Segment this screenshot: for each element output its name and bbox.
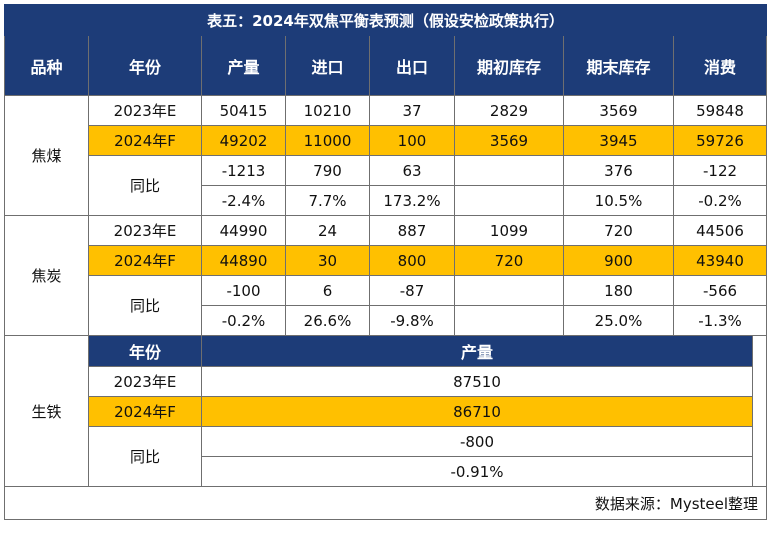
- end-stock-cell: 25.0%: [563, 305, 674, 336]
- table-row-yoy-abs: 同比 -1213 790 63 376 -122: [5, 155, 768, 216]
- output-cell: 87510: [201, 366, 753, 397]
- year-cell: 2023年E: [88, 215, 202, 246]
- end-stock-cell: 720: [563, 215, 674, 246]
- pig-iron-header-output: 产量: [201, 335, 753, 367]
- table-row: 焦炭 2023年E 44990 24 887 1099 720 44506: [4, 215, 768, 336]
- header-begin-stock: 期初库存: [454, 35, 564, 96]
- table-row-yoy-abs: 同比 -800: [5, 426, 767, 487]
- output-cell: 44890: [201, 245, 286, 276]
- table-row: 2023年E 87510: [5, 366, 767, 397]
- blank-cell: [751, 335, 768, 487]
- output-cell: -1213: [201, 155, 286, 186]
- end-stock-cell: 10.5%: [563, 185, 674, 216]
- yoy-label: 同比: [88, 426, 202, 487]
- yoy-label: 同比: [88, 155, 202, 216]
- header-output: 产量: [201, 35, 286, 96]
- table-row-yoy-pct: -0.2% 26.6% -9.8% 25.0% -1.3%: [5, 305, 768, 336]
- consumption-cell: -122: [672, 155, 768, 186]
- end-stock-cell: 900: [563, 245, 674, 276]
- source-row: 数据来源：Mysteel整理: [3, 486, 768, 520]
- category-coking-coal: 焦煤: [4, 95, 89, 216]
- output-cell: -0.2%: [201, 305, 286, 336]
- output-cell: -2.4%: [201, 185, 286, 216]
- year-cell: 2024年F: [88, 125, 202, 156]
- header-consumption: 消费: [672, 35, 768, 96]
- export-cell: -9.8%: [369, 305, 455, 336]
- begin-stock-cell: [454, 185, 564, 216]
- begin-stock-cell: 2829: [454, 95, 564, 126]
- output-cell: -100: [201, 275, 286, 306]
- category-coke: 焦炭: [4, 215, 89, 336]
- table-row-yoy-abs: 同比 -100 6 -87 180 -566: [5, 275, 768, 336]
- balance-table: 表五：2024年双焦平衡表预测（假设安检政策执行） 品种 年份 产量 进口 出口…: [3, 4, 768, 520]
- begin-stock-cell: [454, 155, 564, 186]
- header-year: 年份: [88, 35, 202, 96]
- header-end-stock: 期末库存: [563, 35, 674, 96]
- consumption-cell: -0.2%: [672, 185, 768, 216]
- source-note: 数据来源：Mysteel整理: [3, 486, 768, 520]
- output-cell: -0.91%: [201, 456, 753, 487]
- year-cell: 2024年F: [88, 396, 202, 427]
- begin-stock-cell: [454, 275, 564, 306]
- table-title: 表五：2024年双焦平衡表预测（假设安检政策执行）: [3, 4, 768, 36]
- begin-stock-cell: 720: [454, 245, 564, 276]
- consumption-cell: 59848: [672, 95, 768, 126]
- year-cell: 2023年E: [88, 95, 202, 126]
- import-cell: 10210: [285, 95, 370, 126]
- header-export: 出口: [369, 35, 455, 96]
- import-cell: 24: [285, 215, 370, 246]
- table-row-highlight: 2024年F 44890 30 800 720 900 43940: [5, 245, 768, 276]
- yoy-label: 同比: [88, 275, 202, 336]
- consumption-cell: 59726: [672, 125, 768, 156]
- table-row-highlight: 2024年F 49202 11000 100 3569 3945 59726: [5, 125, 768, 156]
- table-row-highlight: 2024年F 86710: [5, 396, 767, 427]
- output-cell: 50415: [201, 95, 286, 126]
- header-import: 进口: [285, 35, 370, 96]
- export-cell: 173.2%: [369, 185, 455, 216]
- pig-iron-header-year: 年份: [88, 335, 202, 367]
- year-cell: 2023年E: [88, 366, 202, 397]
- export-cell: 800: [369, 245, 455, 276]
- export-cell: 37: [369, 95, 455, 126]
- table-row-yoy-pct: -0.91%: [5, 456, 767, 487]
- end-stock-cell: 376: [563, 155, 674, 186]
- import-cell: 30: [285, 245, 370, 276]
- consumption-cell: -1.3%: [672, 305, 768, 336]
- output-cell: 86710: [201, 396, 753, 427]
- begin-stock-cell: [454, 305, 564, 336]
- import-cell: 11000: [285, 125, 370, 156]
- consumption-cell: -566: [672, 275, 768, 306]
- export-cell: 63: [369, 155, 455, 186]
- end-stock-cell: 3569: [563, 95, 674, 126]
- import-cell: 790: [285, 155, 370, 186]
- import-cell: 26.6%: [285, 305, 370, 336]
- consumption-cell: 43940: [672, 245, 768, 276]
- end-stock-cell: 3945: [563, 125, 674, 156]
- consumption-cell: 44506: [672, 215, 768, 246]
- header-variety: 品种: [4, 35, 89, 96]
- end-stock-cell: 180: [563, 275, 674, 306]
- output-cell: 44990: [201, 215, 286, 246]
- header-row: 品种 年份 产量 进口 出口 期初库存 期末库存 消费: [4, 35, 768, 96]
- category-pig-iron: 生铁: [4, 335, 89, 487]
- begin-stock-cell: 1099: [454, 215, 564, 246]
- table-row-yoy-pct: -2.4% 7.7% 173.2% 10.5% -0.2%: [5, 185, 768, 216]
- pig-iron-header-row: 生铁 年份 产量: [4, 335, 768, 487]
- export-cell: -87: [369, 275, 455, 306]
- table-title-row: 表五：2024年双焦平衡表预测（假设安检政策执行）: [3, 4, 768, 36]
- table-row: 焦煤 2023年E 50415 10210 37 2829 3569 59848: [4, 95, 768, 216]
- import-cell: 6: [285, 275, 370, 306]
- import-cell: 7.7%: [285, 185, 370, 216]
- export-cell: 100: [369, 125, 455, 156]
- output-cell: 49202: [201, 125, 286, 156]
- output-cell: -800: [201, 426, 753, 457]
- export-cell: 887: [369, 215, 455, 246]
- begin-stock-cell: 3569: [454, 125, 564, 156]
- year-cell: 2024年F: [88, 245, 202, 276]
